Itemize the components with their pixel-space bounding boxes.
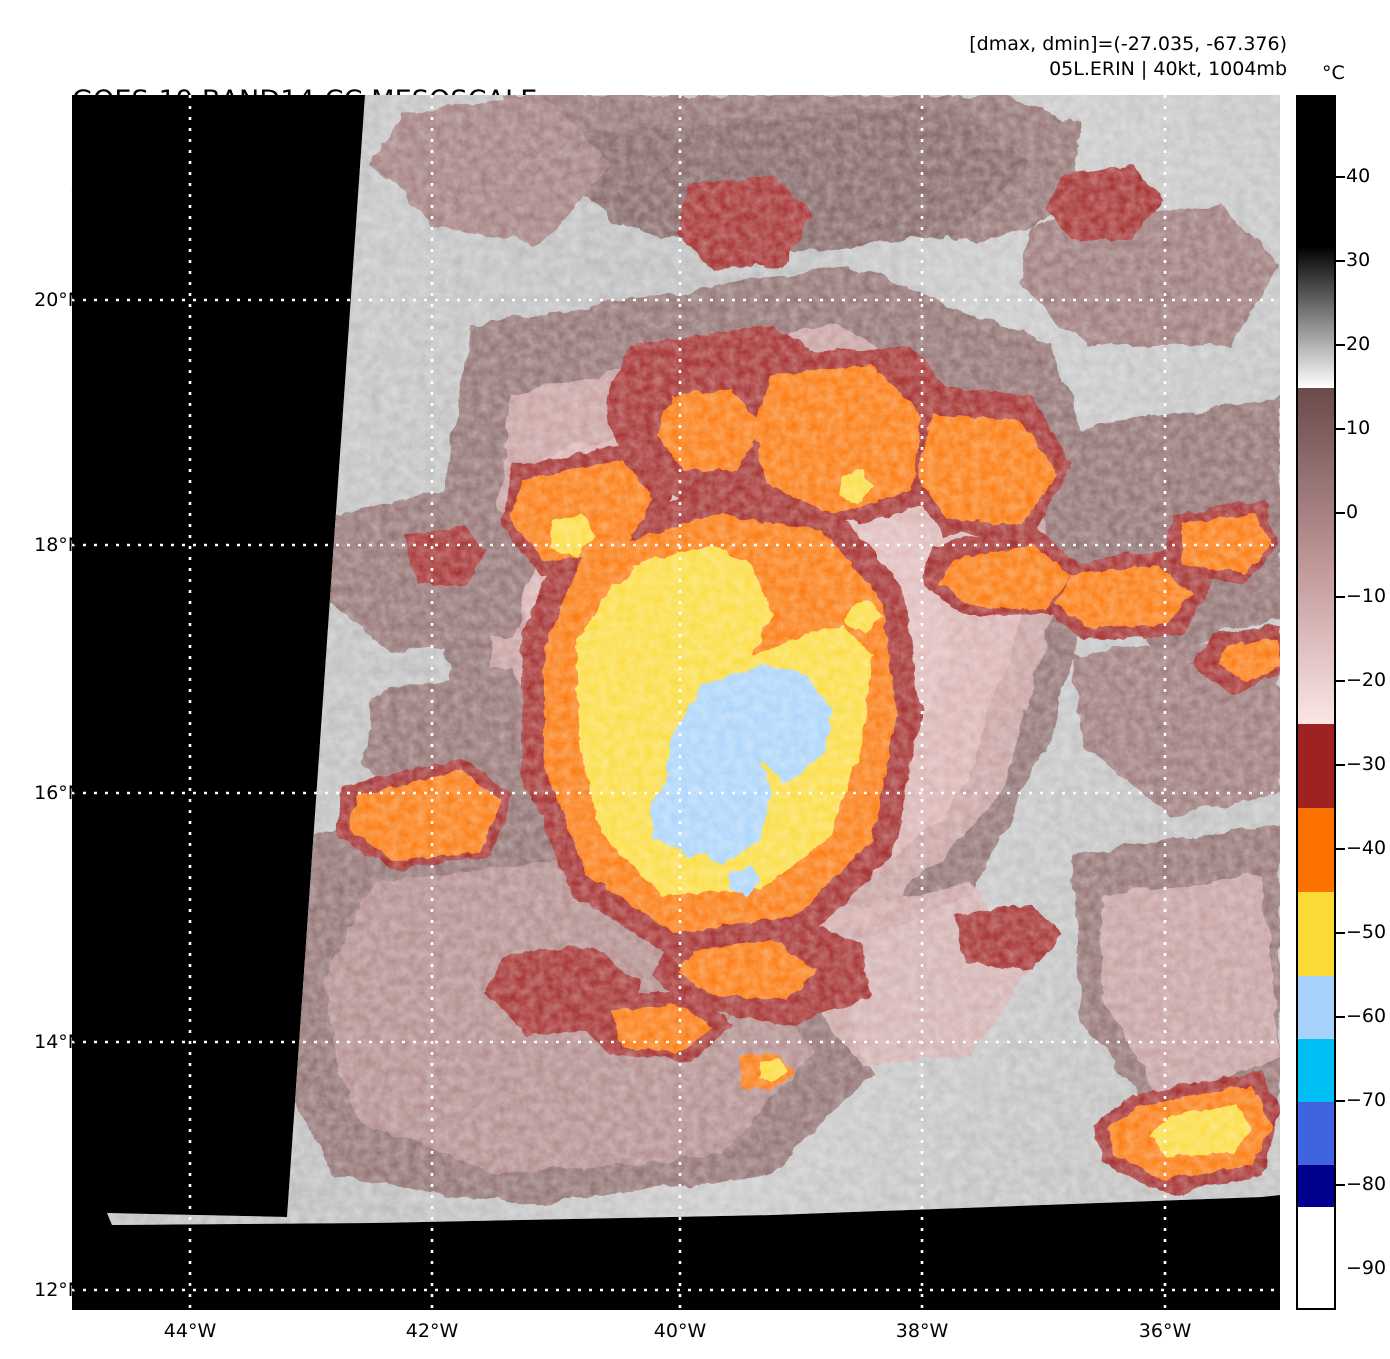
colorbar-tick-m90: −90 [1346, 1257, 1387, 1279]
colorbar-tick-m40: −40 [1346, 837, 1387, 859]
colorbar-tick-10: 10 [1346, 417, 1371, 439]
colorbar-tick-m20: −20 [1346, 669, 1387, 691]
lon-tick-40W: 40°W [653, 1320, 707, 1342]
colorbar-tick-m30: −30 [1346, 753, 1387, 775]
satellite-image-plot: Copyright © 2020-2025 Dapiya [72, 95, 1280, 1310]
lon-tick-36W: 36°W [1138, 1320, 1192, 1342]
lon-tick-42W: 42°W [405, 1320, 459, 1342]
lat-tick-16N: 16°N [34, 782, 82, 804]
lon-tick-38W: 38°W [895, 1320, 949, 1342]
colorbar [1296, 95, 1336, 1310]
lat-tick-14N: 14°N [34, 1031, 82, 1053]
graticule-gridlines [72, 95, 1280, 1310]
lat-tick-12N: 12°N [34, 1279, 82, 1301]
colorbar-tick-0: 0 [1346, 501, 1359, 523]
colorbar-tick-m80: −80 [1346, 1173, 1387, 1195]
colorbar-units-label: °C [1322, 62, 1345, 84]
satellite-imagery-canvas [72, 95, 1280, 1310]
colorbar-tick-m70: −70 [1346, 1089, 1387, 1111]
storm-info-readout: 05L.ERIN | 40kt, 1004mb [1049, 58, 1287, 80]
lat-tick-20N: 20°N [34, 289, 82, 311]
colorbar-tick-m50: −50 [1346, 921, 1387, 943]
metadata-block: [dmax, dmin]=(-27.035, -67.376) 05L.ERIN… [969, 32, 1287, 82]
colorbar-gradient [1296, 95, 1336, 1310]
dmax-dmin-readout: [dmax, dmin]=(-27.035, -67.376) [969, 33, 1287, 55]
lat-tick-18N: 18°N [34, 534, 82, 556]
colorbar-tick-40: 40 [1346, 165, 1371, 187]
colorbar-tick-m60: −60 [1346, 1005, 1387, 1027]
lon-tick-44W: 44°W [163, 1320, 217, 1342]
colorbar-tick-30: 30 [1346, 249, 1371, 271]
colorbar-tick-m10: −10 [1346, 585, 1387, 607]
colorbar-tick-20: 20 [1346, 333, 1371, 355]
